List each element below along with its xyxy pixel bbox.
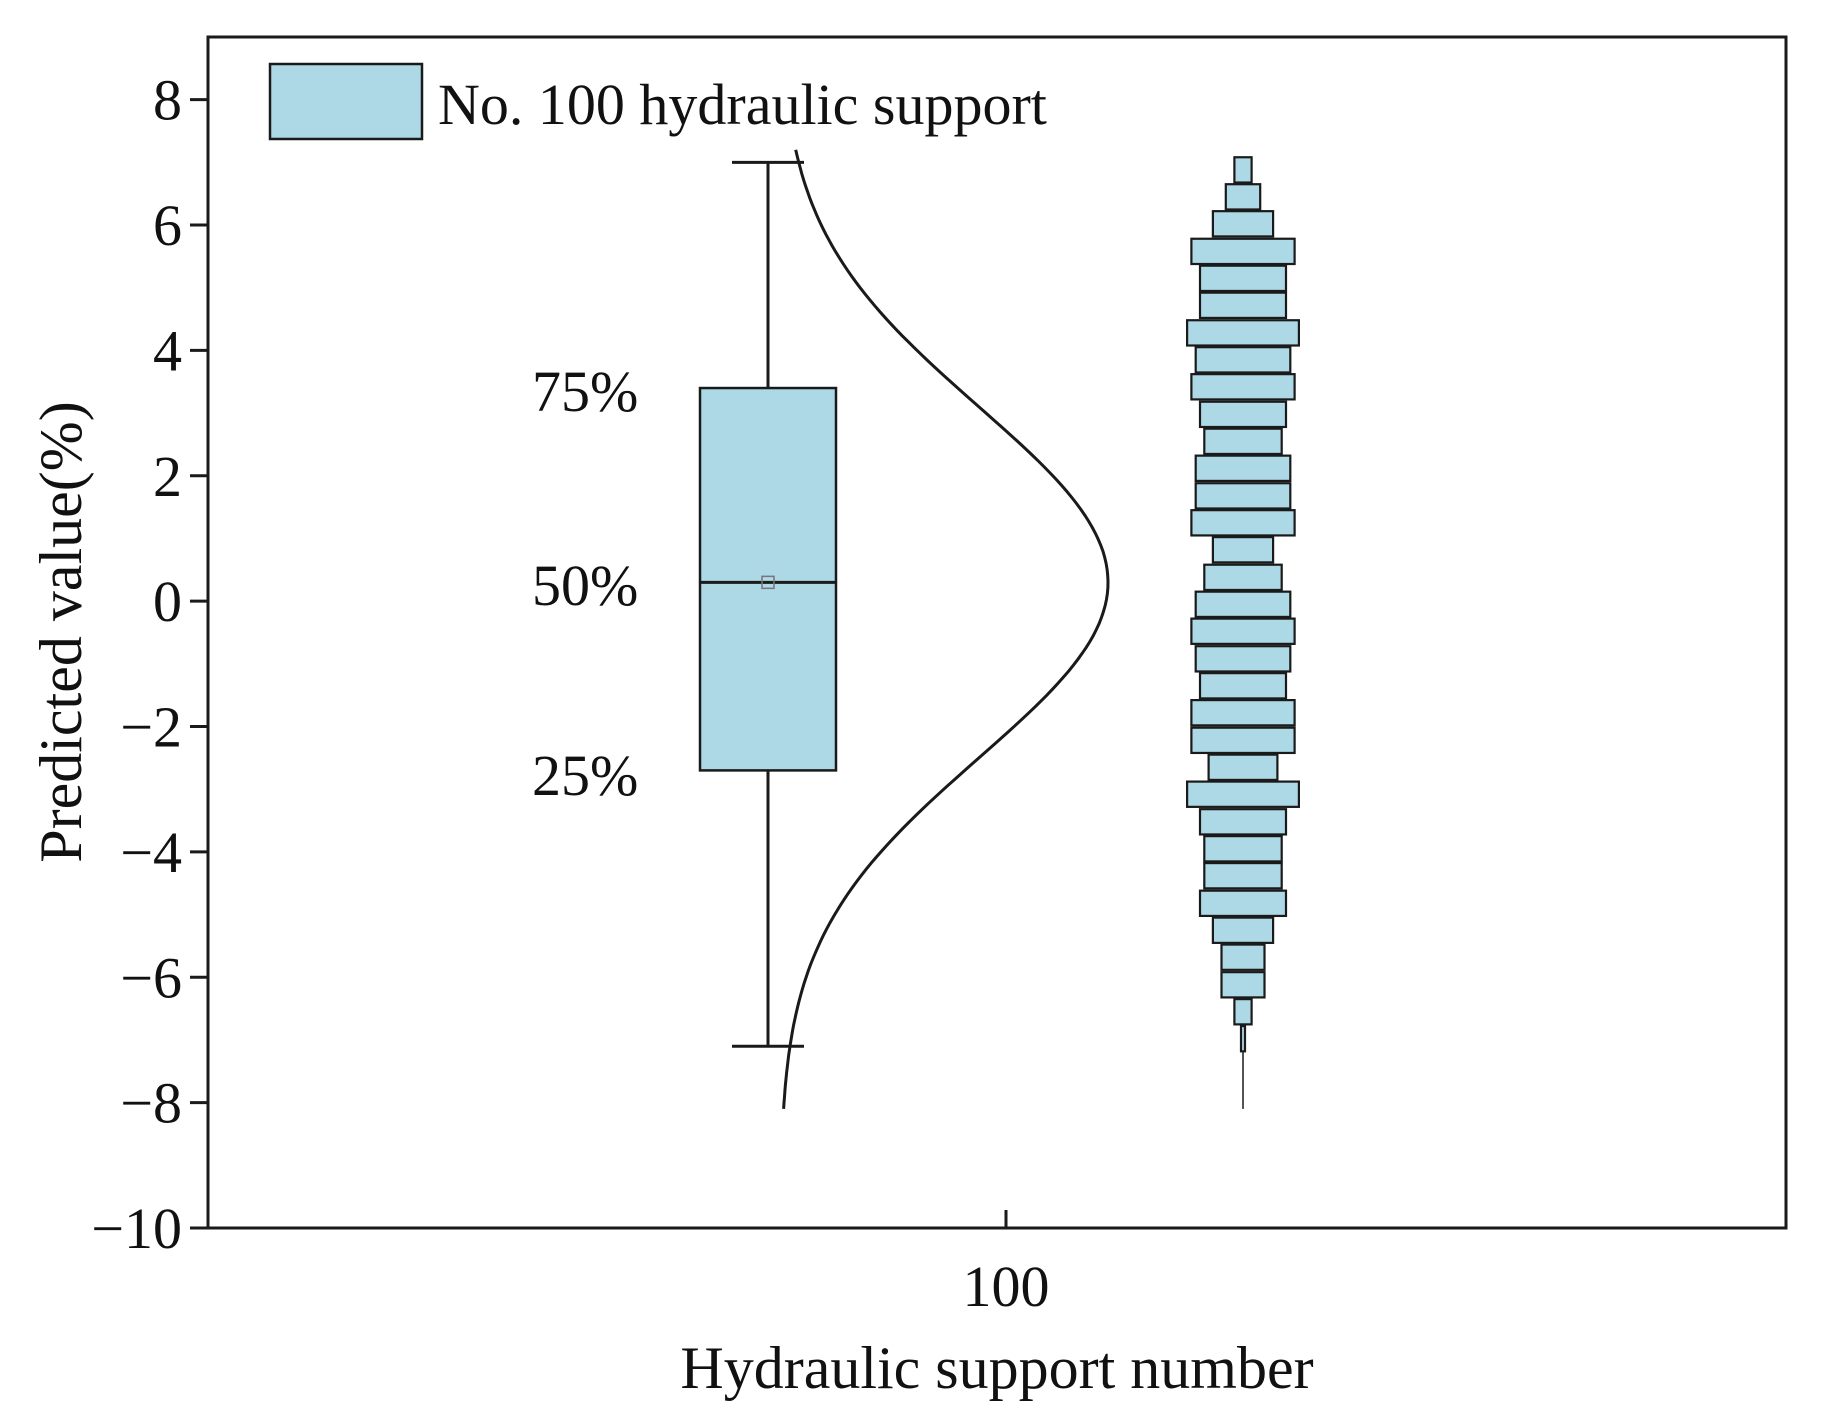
histogram-bar	[1198, 291, 1288, 320]
histogram-bar	[1220, 943, 1266, 971]
percentile-label-50: 50%	[532, 553, 638, 618]
histogram-bar	[1224, 183, 1262, 211]
x-tick-label: 100	[963, 1254, 1050, 1319]
y-tick-label: −10	[91, 1196, 182, 1261]
x-axis: 100	[963, 1210, 1050, 1319]
histogram-bar	[1185, 319, 1300, 347]
y-tick-label: 2	[153, 444, 182, 509]
histogram-bar	[1203, 563, 1283, 592]
percentile-label-75: 75%	[532, 359, 638, 424]
histogram-bar	[1190, 237, 1296, 266]
histogram-bar	[1194, 645, 1292, 673]
histogram-bar	[1190, 726, 1296, 755]
histogram-bar	[1190, 617, 1296, 645]
histogram-bar	[1220, 971, 1266, 999]
histogram-bar	[1198, 889, 1288, 918]
histogram-bar	[1198, 672, 1288, 700]
x-axis-title: Hydraulic support number	[680, 1335, 1313, 1401]
y-tick-label: −2	[120, 695, 182, 760]
histogram-bar	[1194, 346, 1292, 374]
legend-label: No. 100 hydraulic support	[438, 72, 1047, 137]
box-iqr	[698, 386, 838, 772]
plot-frame	[206, 35, 1788, 1230]
histogram-bar	[1211, 210, 1275, 238]
histogram-bar	[1190, 509, 1296, 537]
histogram-bar	[1233, 156, 1253, 184]
histogram-bar	[1207, 753, 1279, 782]
histogram-bar	[1211, 536, 1275, 564]
normal-curve	[782, 149, 1110, 1109]
histogram-bar	[1194, 482, 1292, 510]
histogram-bar	[1198, 808, 1288, 836]
box-mean-marker	[761, 575, 775, 590]
y-tick-label: 6	[153, 193, 182, 258]
histogram-bar	[1239, 1024, 1247, 1053]
legend-swatch	[268, 62, 424, 141]
histogram-bar	[1203, 427, 1283, 456]
plot-layer	[698, 149, 1300, 1109]
y-tick-label: −8	[120, 1071, 182, 1136]
histogram-bar	[1185, 780, 1300, 808]
histogram-bar	[1203, 861, 1283, 890]
y-axis: 8 6 4 2 0 −2 −4 −6 −8 −10	[91, 68, 208, 1261]
y-tick-label: −4	[120, 820, 182, 885]
histogram-bar	[1190, 699, 1296, 727]
legend: No. 100 hydraulic support	[268, 62, 1047, 141]
histogram-bar	[1194, 454, 1292, 483]
histogram-bar	[1198, 264, 1288, 293]
histogram-bar	[1194, 590, 1292, 619]
histogram-bar	[1190, 373, 1296, 401]
y-tick-label: 4	[153, 318, 182, 383]
histogram-bar	[1233, 998, 1253, 1026]
y-axis-title: Predicted value(%)	[28, 401, 94, 862]
histogram-bar	[1203, 835, 1283, 863]
y-tick-label: 8	[153, 68, 182, 133]
y-tick-label: 0	[153, 569, 182, 634]
y-tick-label: −6	[120, 945, 182, 1010]
histogram-bar	[1198, 400, 1288, 429]
percentile-label-25: 25%	[532, 743, 638, 808]
histogram-bar	[1211, 916, 1275, 944]
